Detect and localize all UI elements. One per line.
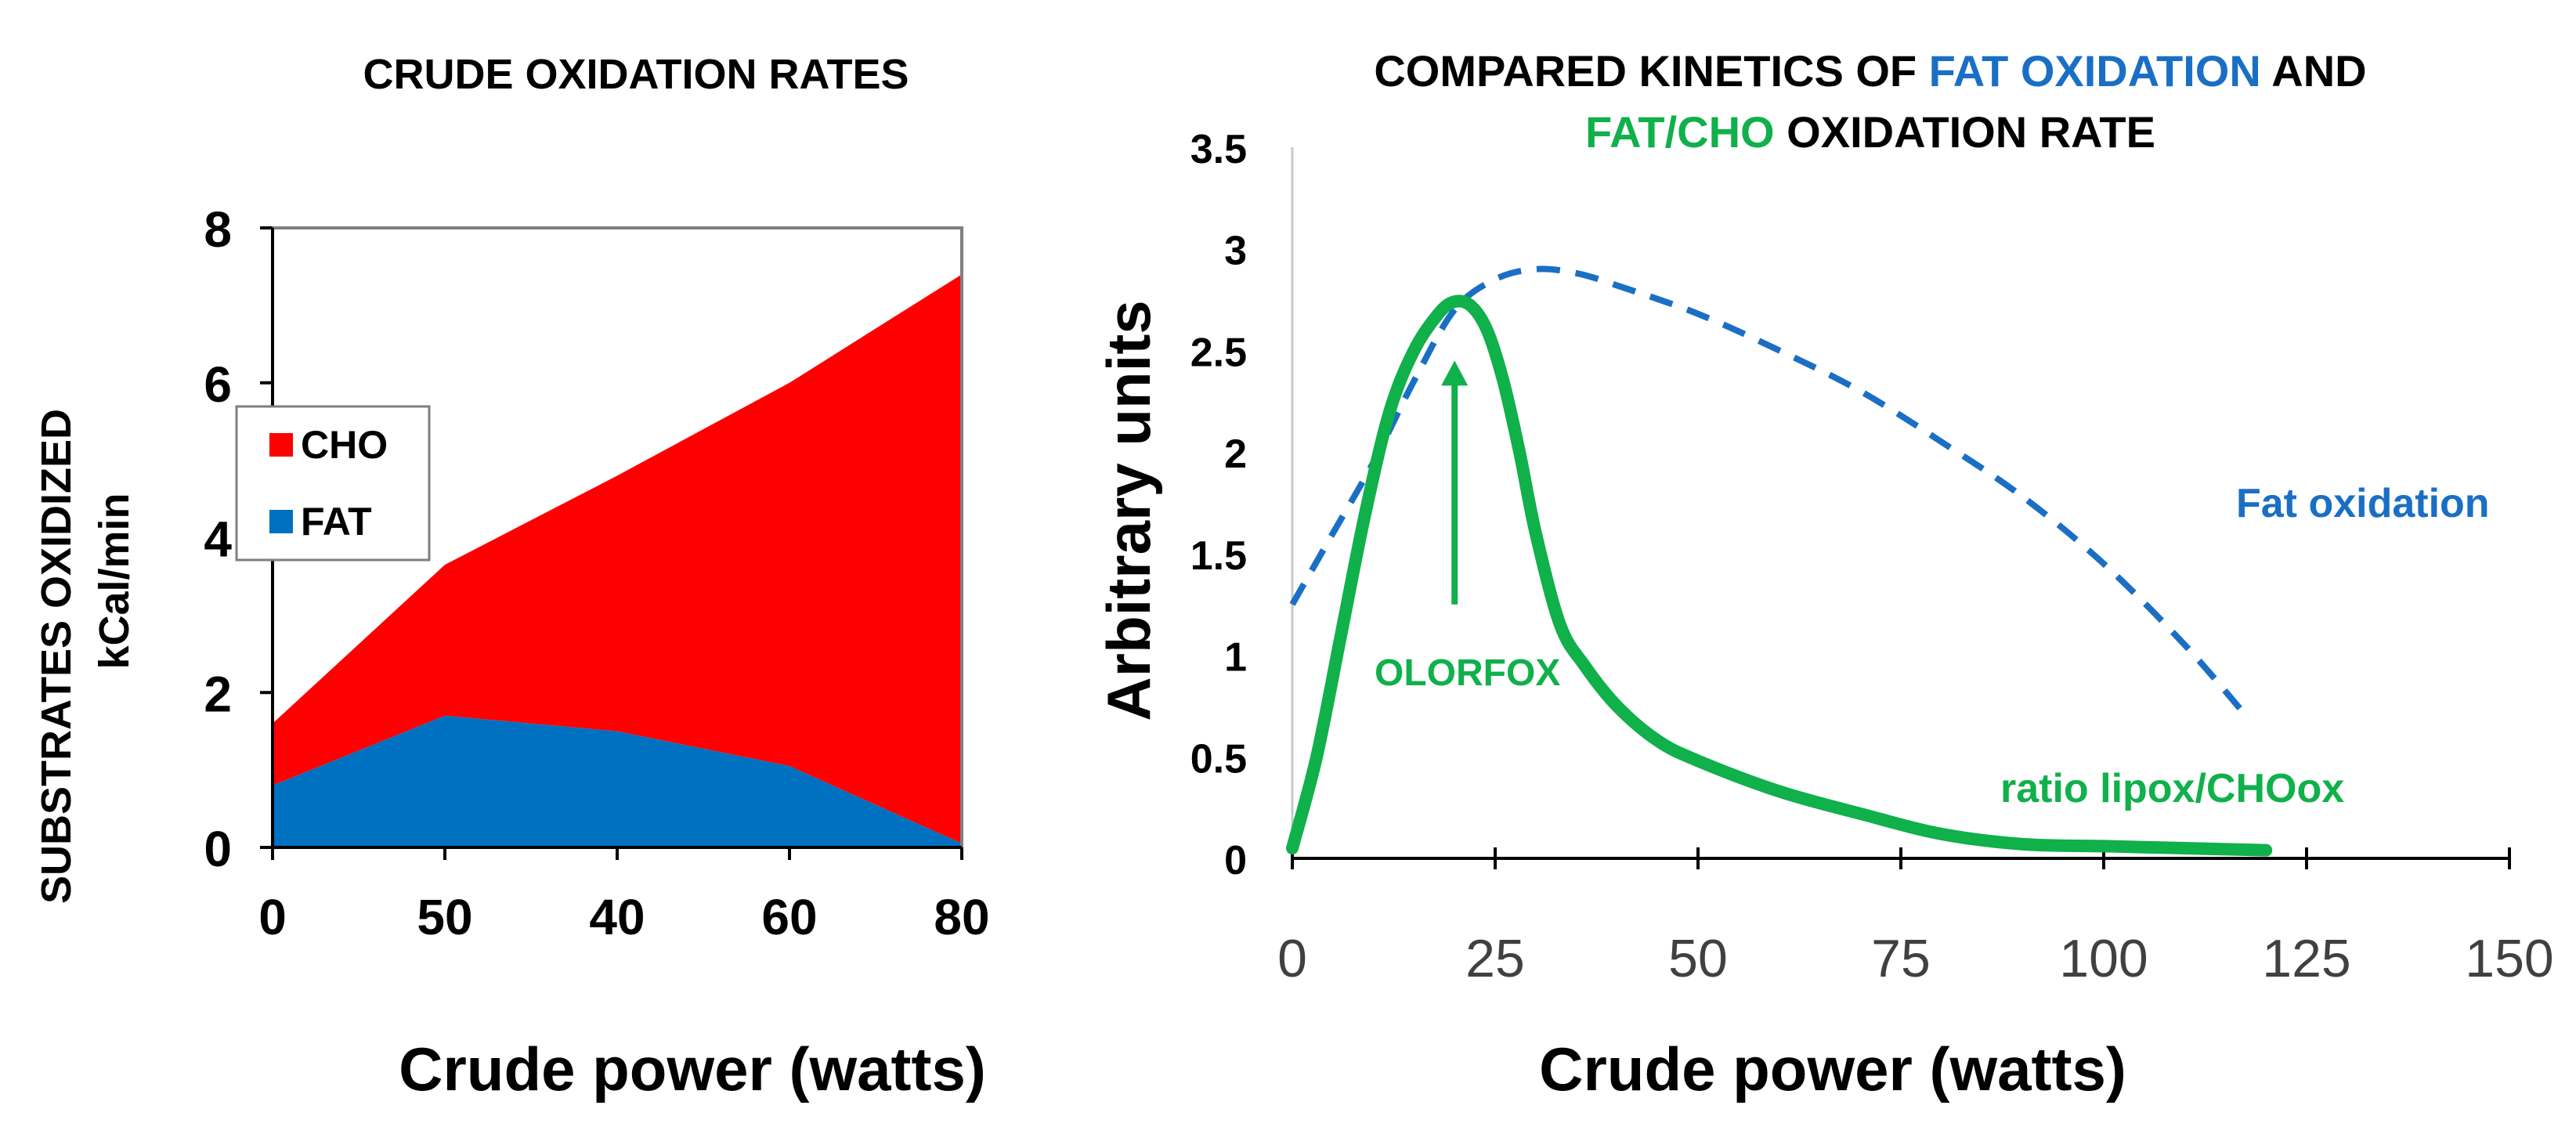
legend-swatch-cho — [269, 433, 293, 457]
area-fat — [273, 715, 962, 847]
right-y-tick-label: 2 — [1224, 432, 1247, 477]
right-y-tick-label: 2.5 — [1190, 330, 1247, 375]
right-chart-axes: 0 25 50 75 100 125 150 0 0.5 1 1.5 2 2.5 3 3.5 — [1190, 127, 2554, 988]
right-x-tick-label: 150 — [2465, 929, 2553, 988]
olorfox-arrow — [1441, 360, 1469, 605]
right-y-tick-label: 3.5 — [1190, 127, 1247, 172]
right-x-tick-label: 0 — [1277, 929, 1307, 988]
right-chart-ylabel: Arbitrary units — [1094, 300, 1163, 721]
right-chart-title-line1: COMPARED KINETICS OF FAT OXIDATION AND — [1374, 46, 2366, 96]
right-x-tick-label: 100 — [2059, 929, 2148, 988]
left-y-tick-label: 6 — [204, 356, 232, 413]
right-y-tick-label: 1.5 — [1190, 533, 1247, 579]
right-y-tick-label: 0 — [1224, 838, 1247, 883]
title-part-fat-cho: FAT/CHO — [1585, 107, 1775, 157]
area-cho — [273, 274, 962, 844]
left-chart-ylabel-line1: SUBSTRATES OXIDIZED — [33, 409, 80, 904]
left-chart-xlabel: Crude power (watts) — [399, 1035, 986, 1104]
legend-box — [235, 405, 431, 562]
right-x-tick-label: 50 — [1668, 929, 1728, 988]
legend-swatch-fat — [269, 510, 293, 533]
left-chart-ylabel-line2: kCal/min — [91, 493, 138, 669]
fat-oxidation-label: Fat oxidation — [2236, 481, 2490, 526]
right-y-tick-label: 0.5 — [1190, 736, 1247, 782]
right-x-tick-label: 125 — [2262, 929, 2350, 988]
left-y-tick-label: 2 — [204, 666, 232, 722]
right-chart-xlabel: Crude power (watts) — [1539, 1035, 2126, 1104]
right-x-tick-label: 75 — [1871, 929, 1931, 988]
left-x-tick-label: 80 — [934, 889, 989, 945]
left-chart-legend: CHO FAT — [235, 405, 431, 562]
left-chart-axes: 0 50 40 60 80 0 2 4 6 8 — [204, 201, 989, 945]
left-chart-title: CRUDE OXIDATION RATES — [363, 51, 909, 98]
right-y-tick-label: 3 — [1224, 229, 1247, 274]
series-ratio-line — [1286, 294, 2273, 857]
right-chart-lines — [1286, 265, 2273, 857]
left-y-tick-label: 0 — [204, 821, 232, 877]
right-y-tick-label: 1 — [1224, 635, 1247, 681]
left-y-tick-label: 4 — [204, 511, 232, 568]
olorfox-arrow-head — [1441, 360, 1469, 386]
left-x-tick-label: 50 — [417, 889, 472, 945]
right-chart: COMPARED KINETICS OF FAT OXIDATION AND F… — [1094, 46, 2554, 1104]
left-x-tick-label: 60 — [761, 889, 817, 945]
left-chart: CRUDE OXIDATION RATES SUBSTRATES OXIDIZE… — [33, 51, 990, 1104]
title-part-fat-oxidation: FAT OXIDATION — [1929, 46, 2261, 96]
ratio-label: ratio lipox/CHOox — [2000, 766, 2344, 811]
legend-label-fat: FAT — [301, 500, 372, 544]
right-x-tick-label: 25 — [1465, 929, 1525, 988]
left-x-tick-label: 0 — [258, 889, 287, 945]
title-part-compared: COMPARED KINETICS OF — [1374, 46, 1928, 96]
left-x-tick-label: 40 — [589, 889, 645, 945]
title-part-oxidation-rate: OXIDATION RATE — [1775, 107, 2155, 157]
title-part-and: AND — [2261, 46, 2367, 96]
series-fat-oxidation-line — [1289, 265, 2253, 723]
left-chart-areas — [273, 274, 962, 847]
legend-label-cho: CHO — [301, 423, 388, 467]
olorfox-label: OLORFOX — [1375, 652, 1560, 694]
left-y-tick-label: 8 — [204, 201, 232, 258]
right-chart-title-line2: FAT/CHO OXIDATION RATE — [1585, 107, 2155, 157]
